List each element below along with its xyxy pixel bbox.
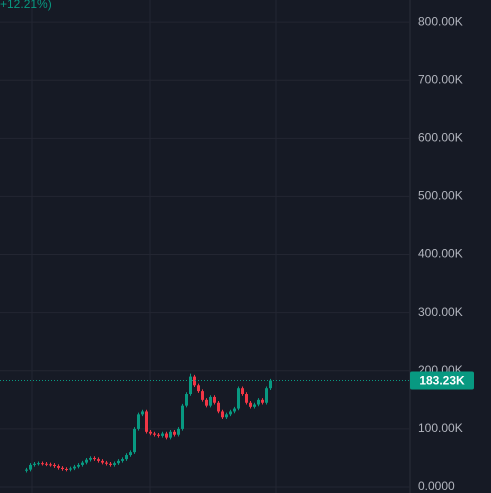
candle-body — [233, 408, 236, 412]
candle-body — [49, 464, 52, 466]
candle-body — [201, 391, 204, 400]
candle-body — [37, 463, 40, 465]
candle-body — [265, 388, 268, 403]
candle-body — [229, 411, 232, 415]
candle-body — [245, 394, 248, 403]
candle-body — [269, 380, 272, 389]
candle-body — [121, 459, 124, 461]
candle-body — [81, 462, 84, 465]
candle-body — [57, 466, 60, 468]
y-tick-label: 100.00K — [418, 421, 463, 435]
candle-body — [169, 431, 172, 438]
candle-body — [125, 455, 128, 460]
candle-body — [137, 414, 140, 429]
candle-body — [45, 463, 48, 465]
candle-body — [141, 411, 144, 415]
candle-body — [89, 457, 92, 460]
candle-body — [225, 414, 228, 418]
candle-body — [69, 468, 72, 470]
candle-body — [157, 434, 160, 436]
candle-body — [177, 428, 180, 435]
candle-body — [149, 431, 152, 434]
candle-body — [173, 431, 176, 435]
y-tick-label: 600.00K — [418, 130, 463, 144]
candle-body — [181, 405, 184, 429]
y-tick-label: 300.00K — [418, 305, 463, 319]
candle-body — [249, 402, 252, 407]
candle-body — [189, 376, 192, 395]
candle-body — [93, 457, 96, 460]
candle-body — [105, 462, 108, 464]
candle-body — [25, 469, 28, 471]
candle-body — [241, 388, 244, 395]
candle-body — [257, 399, 260, 405]
y-tick-label: 0.0000 — [418, 479, 455, 493]
candle-body — [185, 394, 188, 406]
candle-body — [113, 463, 116, 465]
y-tick-label: 500.00K — [418, 189, 463, 203]
candle-body — [145, 411, 148, 432]
last-price-box — [410, 371, 474, 390]
candle-body — [237, 388, 240, 409]
candle-body — [161, 433, 164, 436]
candle-body — [109, 463, 112, 465]
candle-body — [101, 460, 104, 463]
candle-body — [205, 399, 208, 406]
candle-body — [209, 396, 212, 406]
candle-body — [153, 433, 156, 435]
candle-body — [193, 376, 196, 386]
candle-body — [253, 404, 256, 407]
candle-body — [97, 459, 100, 461]
y-tick-label: 800.00K — [418, 14, 463, 28]
candle-body — [165, 433, 168, 438]
candle-body — [213, 396, 216, 403]
candle-body — [197, 385, 200, 392]
candle-body — [61, 467, 64, 469]
candle-body — [33, 463, 36, 465]
candle-body — [221, 411, 224, 418]
candle-body — [29, 464, 32, 470]
candle-body — [117, 460, 120, 464]
candle-body — [73, 466, 76, 469]
candle-body — [65, 468, 68, 470]
last-price-label: 183.23K — [419, 374, 465, 388]
y-tick-label: 400.00K — [418, 247, 463, 261]
candle-body — [217, 402, 220, 412]
change-label: +12.21%) — [0, 0, 52, 11]
y-tick-label: 700.00K — [418, 72, 463, 86]
candle-body — [85, 459, 88, 463]
candle-body — [53, 464, 56, 467]
candle-body — [129, 452, 132, 456]
candle-body — [77, 464, 80, 467]
candle-body — [133, 428, 136, 453]
candle-body — [261, 399, 264, 403]
candle-body — [41, 463, 44, 465]
